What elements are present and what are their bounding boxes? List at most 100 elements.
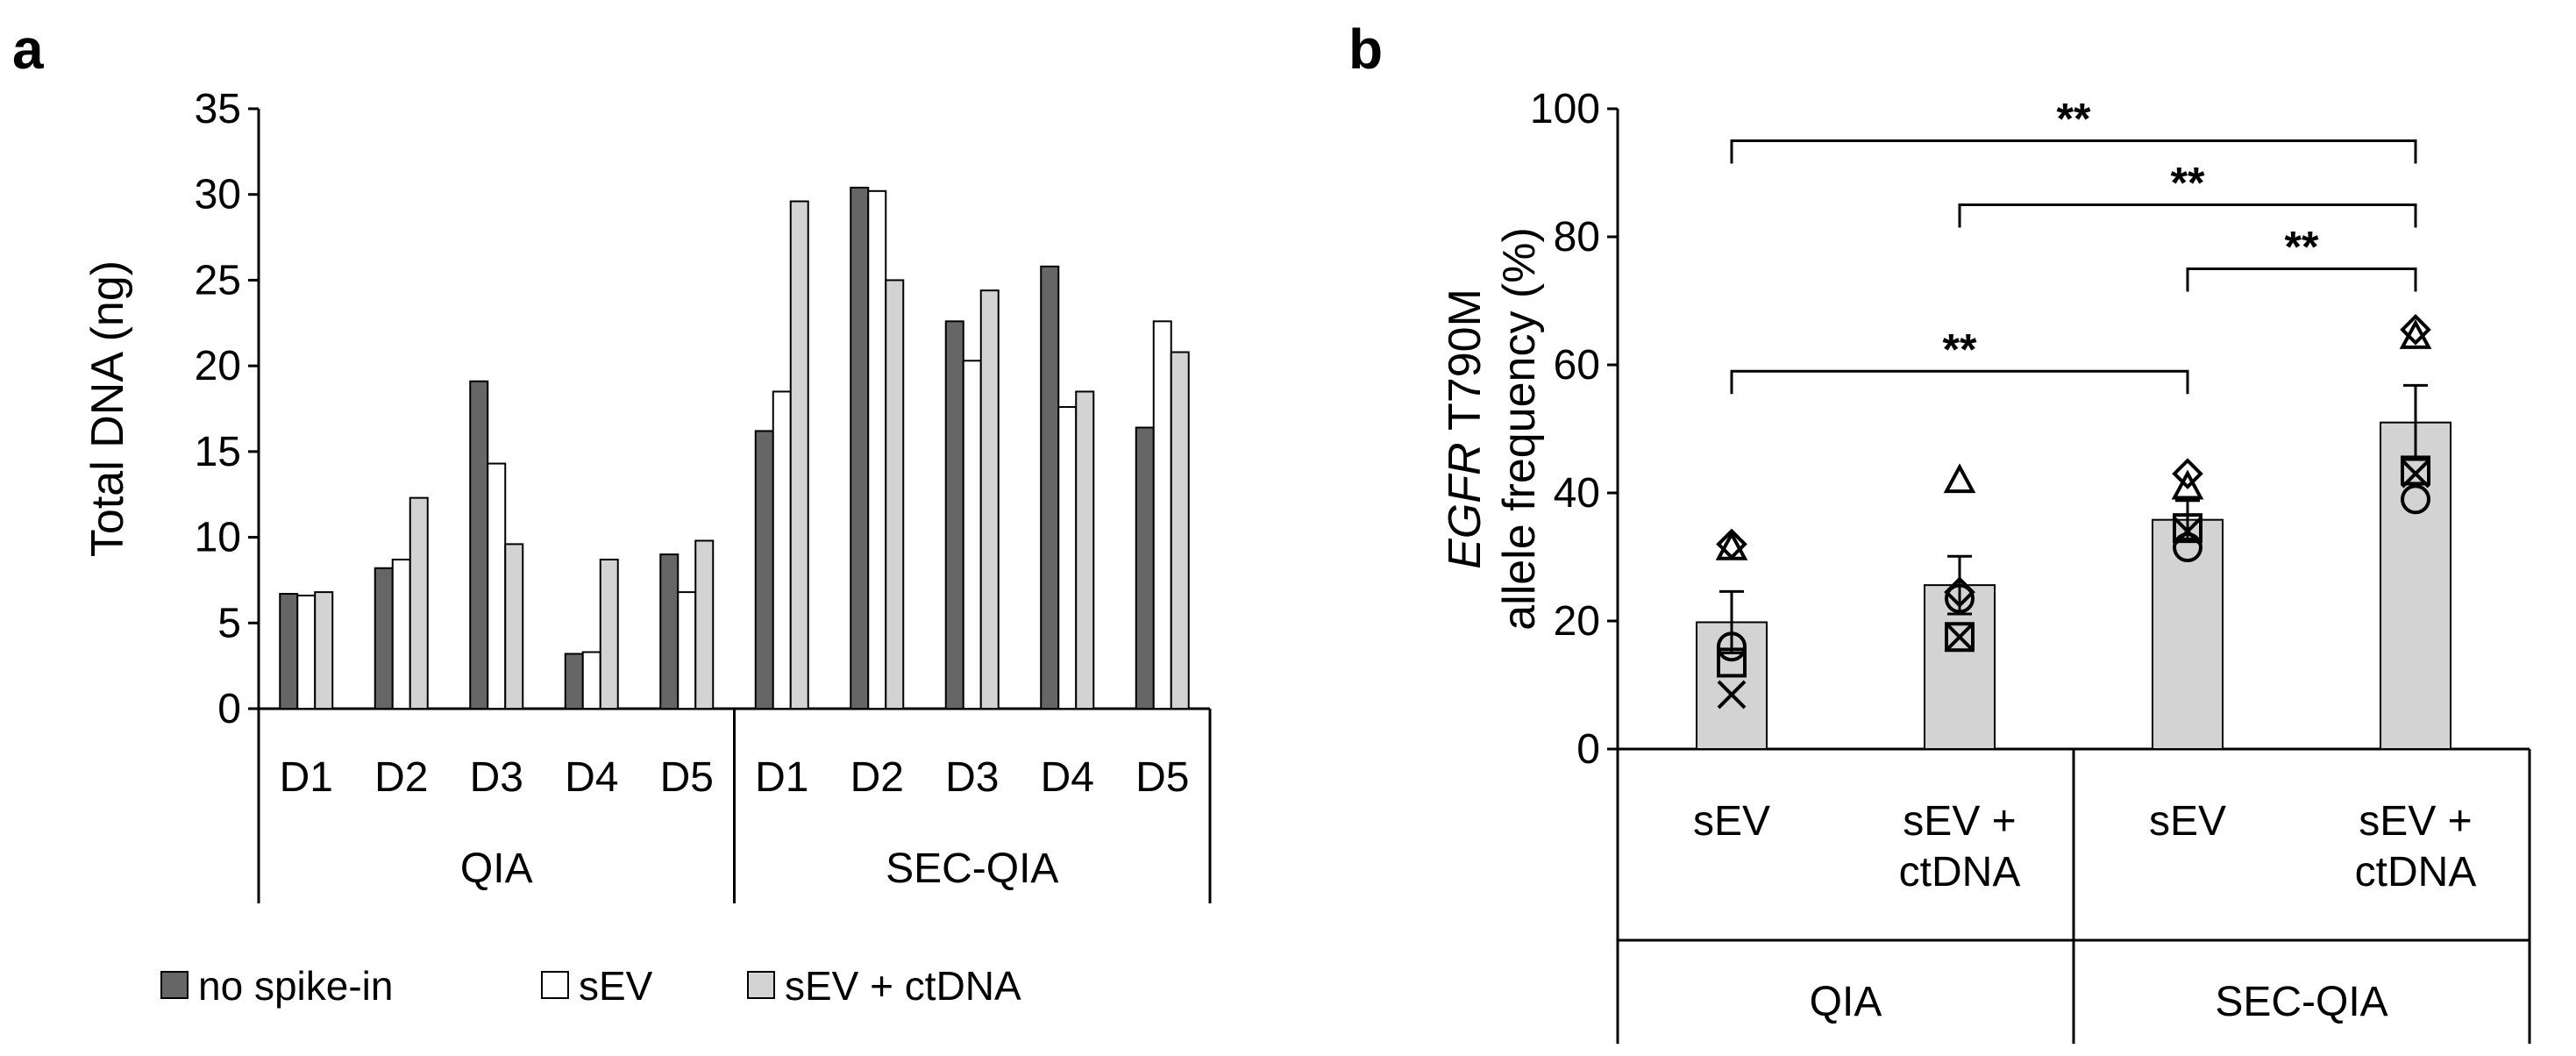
a-bar [1170, 351, 1190, 710]
b-y-tick-label: 20 [1554, 598, 1600, 645]
a-bar [409, 496, 429, 710]
b-bar [2152, 518, 2224, 750]
a-legend-swatch [160, 971, 189, 999]
a-x-category-label: D4 [1041, 754, 1094, 801]
a-bar [754, 430, 774, 710]
a-bar [504, 543, 524, 710]
b-x-category-label: sEV + [1903, 798, 2016, 845]
a-bar [885, 279, 905, 710]
b-point-triangle [1943, 463, 1976, 494]
a-bar [659, 553, 680, 710]
a-x-category-label: D5 [1135, 754, 1189, 801]
a-x-category-label: D4 [565, 754, 618, 801]
a-bar [694, 539, 715, 710]
b-x-category-label: sEV [1693, 798, 1770, 845]
b-point-square [1717, 647, 1747, 678]
a-y-axis-title: Total DNA (ng) [82, 260, 133, 557]
a-x-category-label: D2 [374, 754, 428, 801]
b-point-triangle [2171, 469, 2204, 500]
a-bar [469, 380, 489, 710]
b-group-label: QIA [1810, 979, 1882, 1025]
b-point-x [1717, 680, 1747, 710]
panel-a-chart: 0 5 10 15 20 25 30 35 Total DNA (ng) D1 D2 D3 D4 D5 D1… [82, 86, 1212, 1009]
a-y-tick-label: 15 [195, 429, 241, 475]
b-point-x [2173, 517, 2202, 546]
b-point-diamond [2172, 458, 2203, 489]
b-y-tick-label: 0 [1576, 726, 1600, 773]
a-y-tick-label: 35 [195, 86, 241, 132]
b-y-tick-label: 80 [1554, 214, 1600, 260]
a-legend-label: sEV [579, 963, 653, 1009]
b-x-category-label-line2: ctDNA [1899, 849, 2021, 895]
a-group-label: SEC-QIA [886, 846, 1058, 892]
b-significance-bracket [2186, 268, 2417, 292]
b-x-category-label: sEV [2149, 798, 2226, 845]
b-point-circle [1717, 631, 1747, 662]
a-bar [581, 651, 601, 710]
b-x-category-label-line2: ctDNA [2355, 849, 2477, 895]
a-y-tick-label: 25 [195, 257, 241, 303]
a-bar [296, 595, 317, 710]
b-significance-bracket [1958, 203, 2417, 228]
b-group-label: SEC-QIA [2215, 979, 2387, 1025]
b-point-triangle [1715, 530, 1748, 560]
b-y-axis-title-gene: EGFR [1440, 442, 1491, 568]
a-bar [1152, 320, 1172, 710]
b-point-diamond [2400, 314, 2431, 346]
panel-a-letter: a [12, 18, 44, 81]
a-bar [772, 390, 792, 710]
a-bar [314, 591, 334, 710]
b-point-square [1945, 622, 1975, 653]
a-group-label: QIA [460, 846, 533, 892]
b-significance-label: ** [2171, 159, 2205, 208]
a-bar [1075, 390, 1095, 710]
panel-b-letter: b [1348, 18, 1383, 81]
b-significance-bracket [1730, 139, 2417, 164]
a-y-tick-label: 10 [195, 515, 241, 561]
b-significance-label: ** [2285, 223, 2319, 272]
b-bar [2380, 421, 2451, 750]
b-point-triangle [2399, 318, 2432, 349]
b-significance-bracket [1730, 369, 2189, 395]
b-significance-label: ** [1943, 325, 1977, 374]
a-bar [850, 186, 870, 710]
a-y-tick-label: 20 [195, 343, 241, 389]
a-x-category-label: D3 [945, 754, 999, 801]
a-bar [979, 289, 1000, 710]
b-y-tick-label: 100 [1530, 86, 1600, 132]
b-y-axis-title-line2: allele frequency (%) [1494, 227, 1545, 631]
a-bar [599, 558, 619, 710]
a-bar [944, 320, 964, 710]
a-legend-label: sEV + ctDNA [785, 963, 1021, 1009]
a-x-category-label: D3 [470, 754, 523, 801]
a-legend-label: no spike-in [198, 963, 393, 1009]
b-x-category-label: sEV + [2359, 798, 2472, 845]
a-bar [391, 558, 411, 710]
a-bar [1135, 426, 1155, 710]
a-bar [677, 591, 697, 710]
a-x-category-label: D5 [660, 754, 714, 801]
a-bar [789, 200, 809, 710]
a-bar [1057, 406, 1078, 710]
b-point-circle [2173, 532, 2202, 563]
b-point-x [2401, 459, 2430, 489]
a-legend-swatch [541, 971, 569, 999]
a-x-category-label: D2 [850, 754, 904, 801]
a-bar [867, 189, 887, 710]
b-significance-label: ** [2057, 95, 2091, 144]
a-bar [564, 653, 584, 710]
b-point-x [1945, 622, 1975, 652]
b-y-axis-title-line1: EGFR T790M [1440, 289, 1491, 569]
b-y-tick-label: 40 [1554, 470, 1600, 517]
b-point-square [2173, 513, 2202, 544]
b-y-tick-label: 60 [1554, 342, 1600, 389]
a-y-tick-label: 30 [195, 172, 241, 218]
b-y-axis-title-mutation: T790M [1440, 289, 1491, 442]
a-bar [487, 462, 507, 710]
a-bar [279, 593, 299, 710]
a-bar [1040, 265, 1060, 710]
a-bar [374, 567, 394, 710]
a-y-tick-label: 5 [217, 600, 241, 646]
a-x-category-label: D1 [280, 754, 333, 801]
